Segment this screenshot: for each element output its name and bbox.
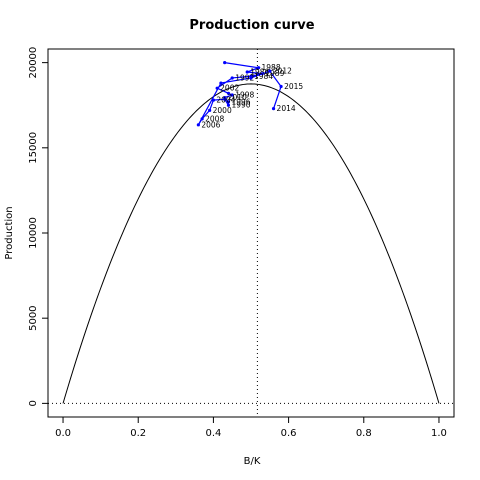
trajectory-point [215,86,219,90]
trajectory-point [268,69,272,73]
x-tick-label: 0.8 [356,428,372,439]
year-label: 1998 [235,91,254,100]
x-axis-label: B/K [244,456,261,467]
production-curve-line [62,83,440,404]
x-tick-label: 1.0 [431,428,447,439]
trajectory-point [256,66,261,70]
y-tick-label: 15000 [28,132,39,164]
year-label: 1992 [235,73,254,82]
trajectory-point [245,70,249,74]
trajectory-point [249,76,253,80]
trajectory-point [208,108,212,112]
year-label: 1988 [262,63,281,72]
trajectory-point [219,81,223,85]
year-label: 1989 [265,69,284,78]
plot-frame [47,48,455,418]
trajectory-point [211,98,216,102]
reference-lines [48,49,454,417]
y-axis-label: Production [4,206,15,259]
y-axis: 0 5000 10000 15000 20000 [28,47,49,407]
trajectory-point [223,61,227,65]
x-tick-label: 0.4 [205,428,221,439]
year-label: 2010 [228,93,247,102]
trajectory-point [271,107,276,111]
y-tick-label: 20000 [28,47,39,79]
trajectory-point [279,84,283,89]
year-label: 1986 [250,68,269,77]
x-tick-label: 0.0 [55,428,71,439]
trajectory-line [197,62,282,126]
year-label: 1996 [231,97,250,106]
x-axis: 0.0 0.2 0.4 0.6 0.8 1.0 [55,416,447,439]
trajectory-point [200,117,204,121]
year-label: 2002 [220,84,239,93]
y-tick-label: 5000 [28,305,39,330]
year-label: 2000 [213,106,232,115]
year-label: 2006 [201,120,220,129]
year-label: 2004 [216,96,235,105]
trajectory-point [230,93,234,97]
year-label: 2015 [284,82,303,91]
trajectory-point [260,72,264,76]
chart-title: Production curve [189,18,314,33]
y-tick-label: 10000 [28,217,39,249]
trajectory-point [226,91,231,95]
y-tick-label: 0 [28,400,39,406]
year-label: 1984 [254,72,273,81]
production-curve-layer [62,83,440,404]
x-tick-label: 0.6 [281,428,297,439]
trajectory-point [223,97,227,101]
year-label: 2014 [277,104,296,113]
trajectory-point [230,76,234,80]
year-label: 1990 [231,101,250,110]
year-label: 2012 [273,67,292,76]
x-tick-label: 0.2 [130,428,146,439]
trajectory-point [226,103,231,107]
trajectory-point [226,100,231,104]
trajectory-point [196,123,200,127]
year-label: 2008 [205,114,224,123]
